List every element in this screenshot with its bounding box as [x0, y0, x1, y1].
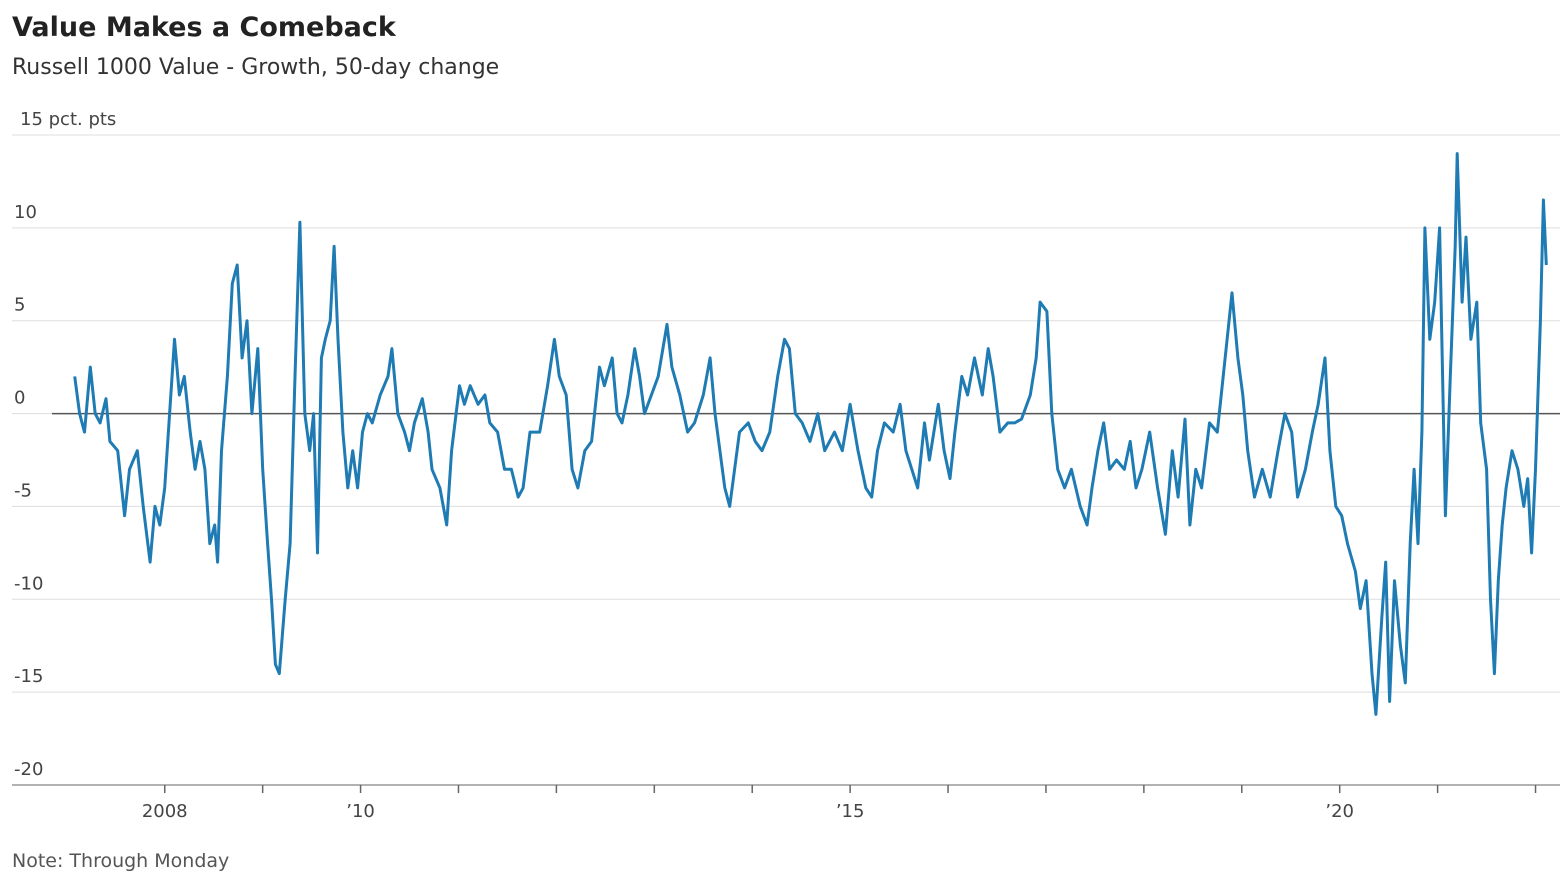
x-tick-label: ’10 — [346, 801, 375, 822]
y-tick-label: -5 — [14, 480, 32, 501]
y-tick-label: -10 — [14, 573, 43, 594]
chart-subtitle: Russell 1000 Value - Growth, 50-day chan… — [12, 55, 499, 80]
y-tick-label: 0 — [14, 388, 25, 409]
x-tick-label: ’20 — [1325, 801, 1354, 822]
chart-note: Note: Through Monday — [12, 850, 229, 872]
data-line — [73, 152, 1548, 716]
chart-title: Value Makes a Comeback — [12, 12, 397, 43]
y-tick-label: 10 — [14, 202, 37, 223]
y-tick-label: -20 — [14, 759, 43, 780]
y-tick-label: -15 — [14, 666, 43, 687]
x-tick-label: ’15 — [836, 801, 865, 822]
x-tick-label: 2008 — [142, 801, 188, 822]
y-tick-label: 15 pct. pts — [20, 109, 116, 130]
y-tick-label: 5 — [14, 295, 25, 316]
